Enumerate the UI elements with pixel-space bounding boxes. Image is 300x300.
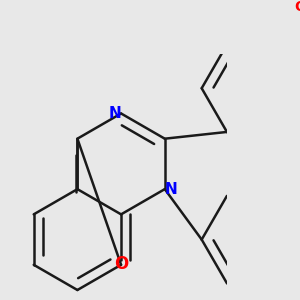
Text: N: N [108, 106, 121, 121]
Text: N: N [165, 182, 177, 196]
Text: O: O [295, 0, 300, 14]
Text: O: O [114, 255, 128, 273]
